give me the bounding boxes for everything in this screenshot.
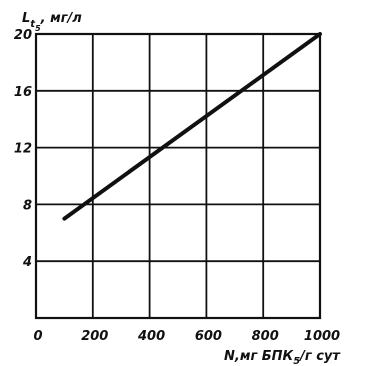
- y-tick-label: 4: [22, 255, 32, 270]
- y-axis-label-main: L: [22, 11, 30, 26]
- series-layer: [62, 32, 322, 221]
- x-axis-label: N,мг БПК5/г сут: [224, 349, 341, 366]
- x-tick-label: 1000: [304, 329, 340, 344]
- y-tick-label: 8: [23, 198, 32, 213]
- y-axis-label-sub: t: [30, 19, 36, 30]
- x-axis-label-tail: /г сут: [298, 349, 341, 364]
- x-tick-label: 400: [137, 329, 165, 344]
- x-tick-label: 0: [33, 329, 42, 344]
- y-tick-label: 20: [14, 28, 32, 43]
- y-axis-label: Lt5, мг/л: [22, 11, 82, 33]
- x-tick-label: 600: [195, 329, 222, 344]
- y-tick-label: 12: [14, 142, 32, 157]
- y-axis-label-tail: , мг/л: [40, 11, 83, 26]
- y-tick-labels: 4 8 12 16 20: [14, 28, 32, 270]
- y-tick-label: 16: [14, 85, 32, 100]
- series-line: [62, 32, 322, 221]
- x-tick-label: 800: [252, 329, 279, 344]
- x-axis-label-main: N,мг БПК: [224, 349, 295, 364]
- plot-frame: [34, 32, 322, 320]
- y-axis-label-subsub: 5: [35, 24, 41, 33]
- x-tick-labels: 0 200 400 600 800 1000: [33, 329, 340, 344]
- x-tick-label: 200: [81, 329, 108, 344]
- x-axis-label-sub: 5: [293, 356, 300, 366]
- grid: [36, 34, 320, 318]
